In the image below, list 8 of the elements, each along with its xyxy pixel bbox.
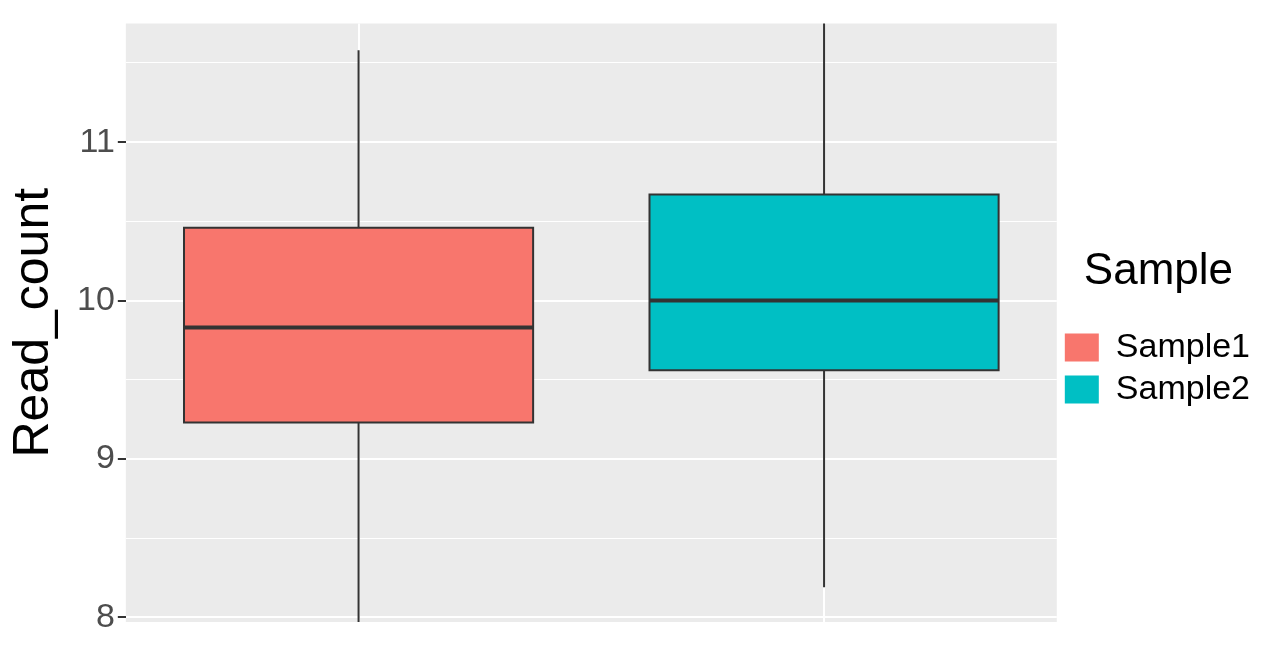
legend-title: Sample: [1083, 243, 1233, 293]
y-tick-label: 11: [79, 120, 115, 159]
y-tick-label: 8: [95, 595, 115, 634]
legend-label: Sample1: [1115, 325, 1251, 364]
legend-label: Sample2: [1115, 367, 1251, 406]
y-tick-label: 10: [76, 278, 115, 317]
y-axis-title: Read_count: [2, 187, 59, 458]
y-tick-label: 9: [95, 437, 115, 476]
